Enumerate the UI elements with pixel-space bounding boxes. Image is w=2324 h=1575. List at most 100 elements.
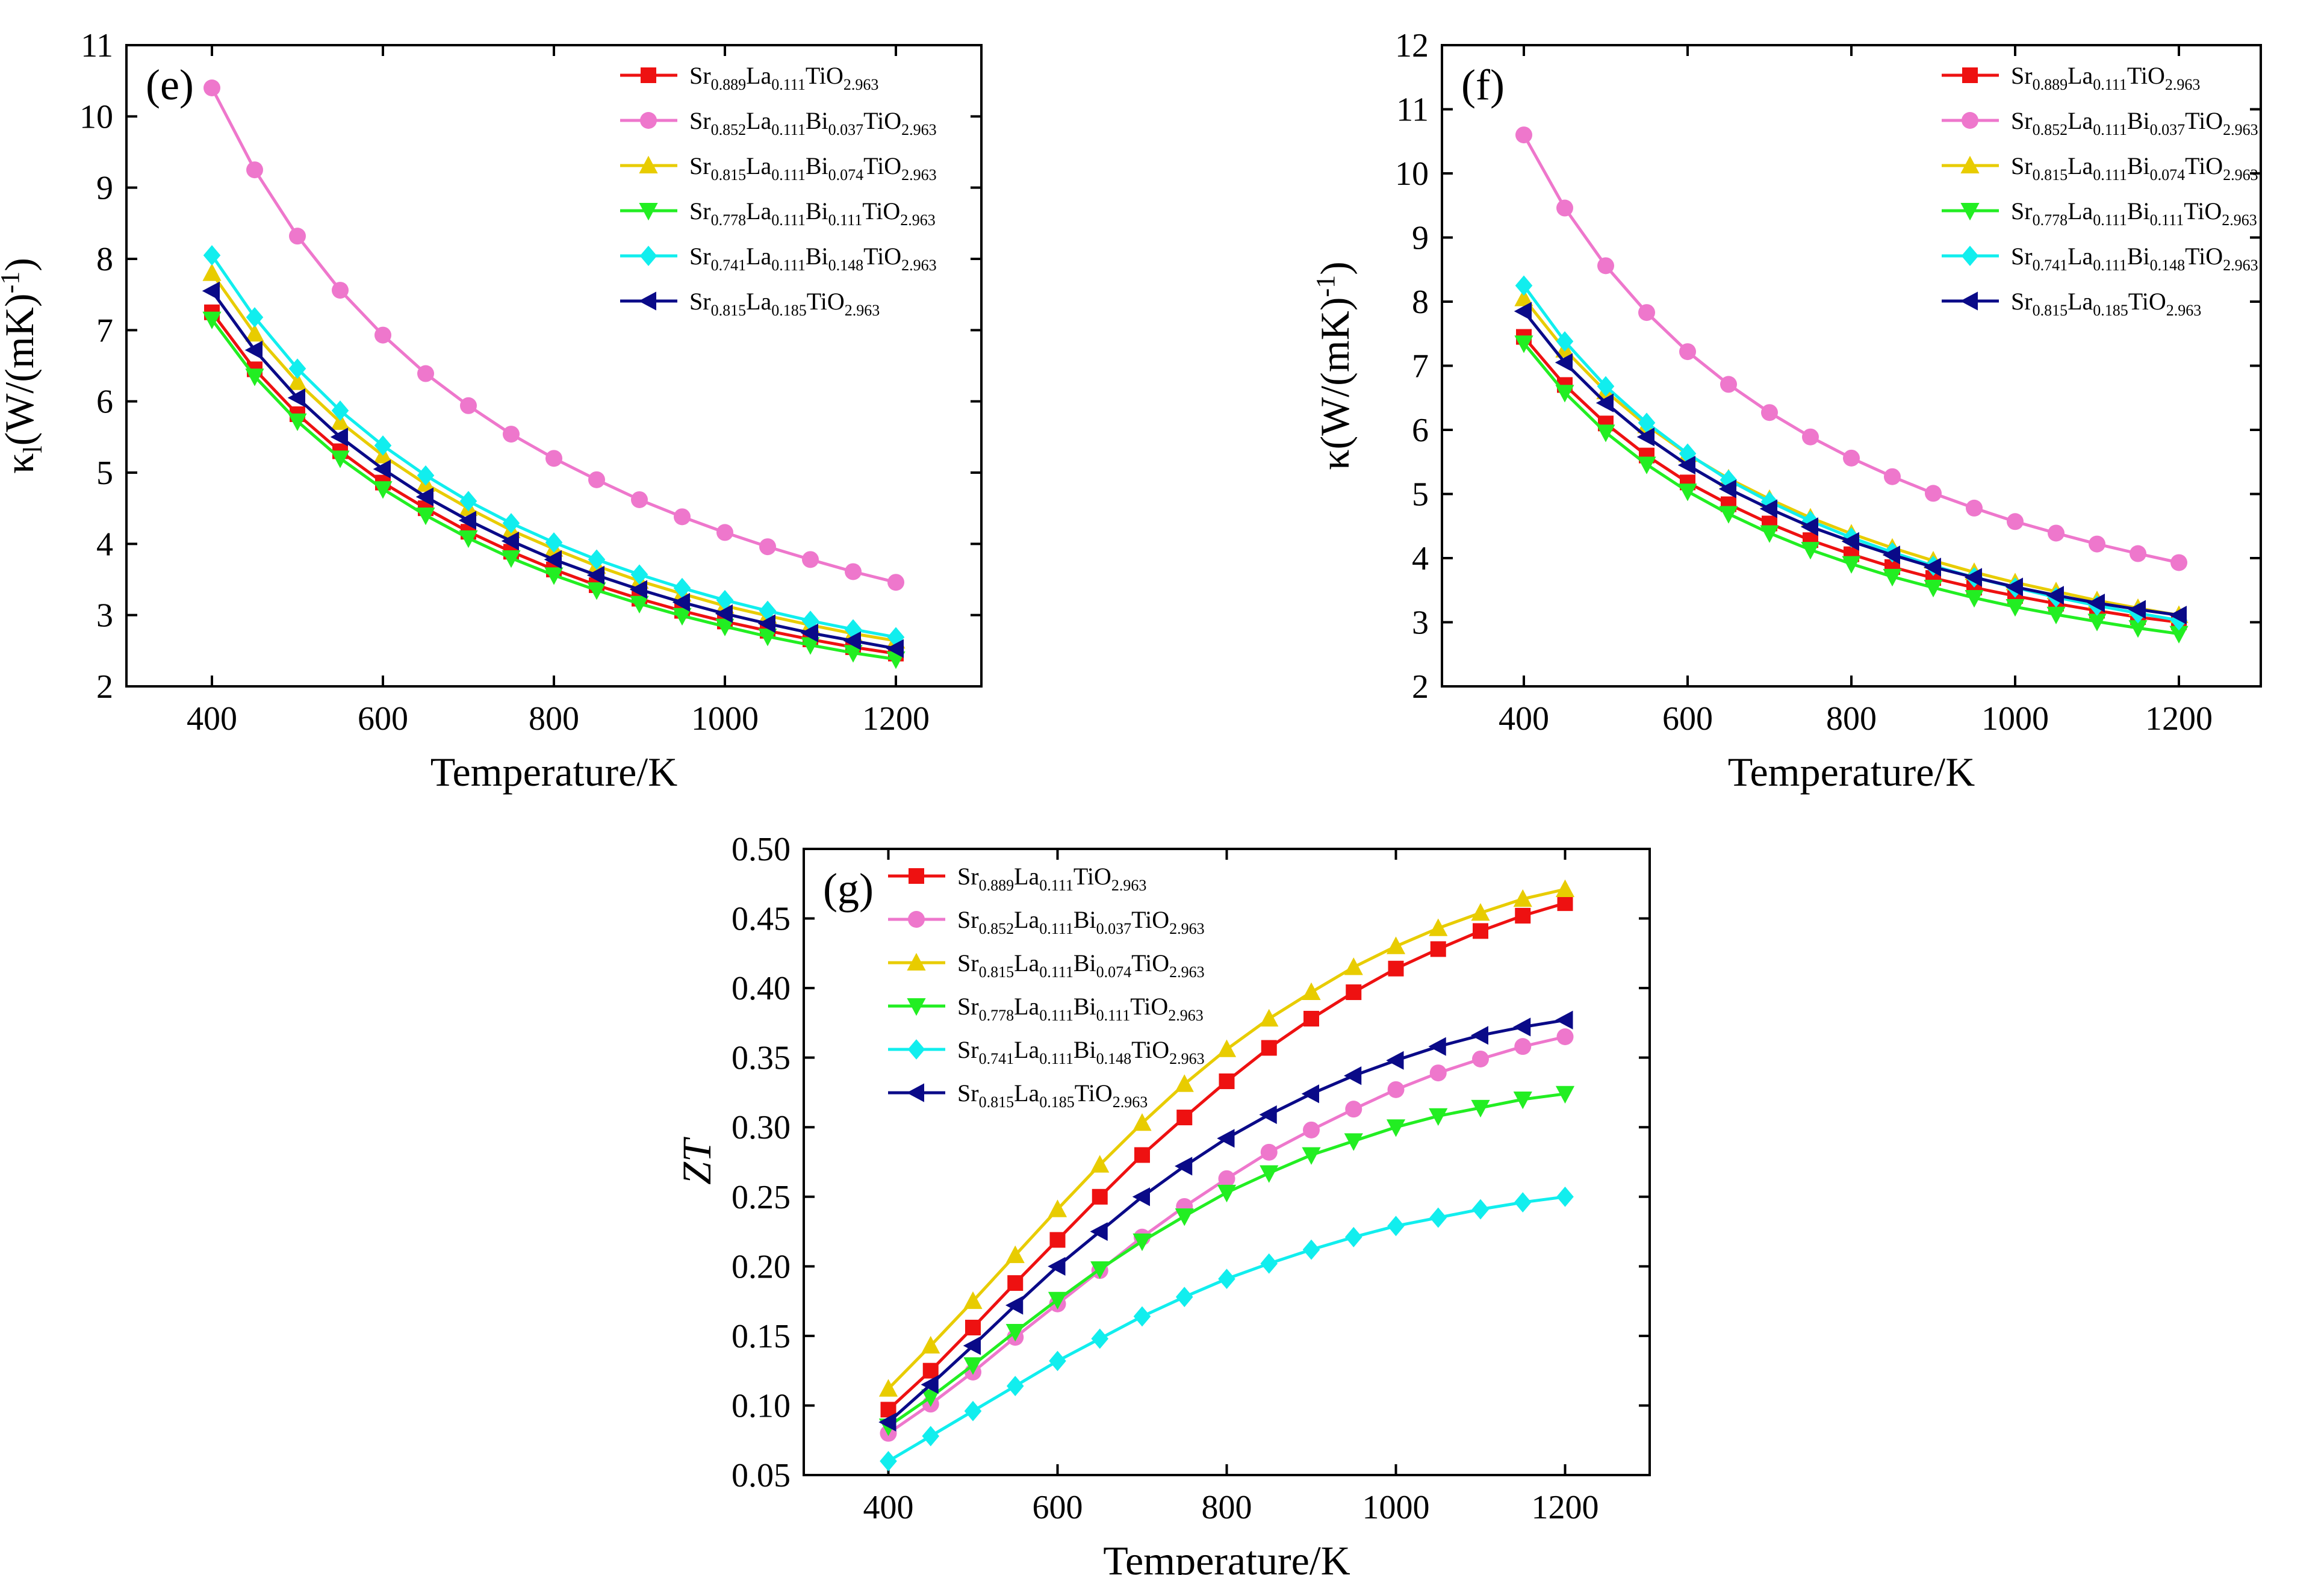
legend-label: Sr0.815​La0.111​Bi0.074​TiO2.963​ (2011, 152, 2258, 184)
x-tick-label: 400 (863, 1489, 914, 1526)
data-point (1802, 428, 1819, 446)
legend-label-subscript: 0.815 (711, 302, 747, 319)
y-tick-label: 0.40 (732, 970, 791, 1007)
x-tick-label: 400 (1499, 700, 1549, 738)
data-point (2048, 524, 2065, 542)
legend-label-element: La (1014, 863, 1039, 890)
legend-label-subscript: 0.111 (828, 211, 863, 229)
data-point (545, 532, 563, 553)
data-point (1515, 126, 1532, 144)
legend-label-element: Bi (806, 197, 828, 225)
data-point (459, 530, 478, 548)
chart-panel-1: 400 600 800 1000 1200 2 3 4 5 6 7 8 9 10 11 Temperature… (0, 27, 983, 795)
data-point (416, 508, 435, 526)
legend-label: Sr0.852​La0.111​Bi0.037​TiO2.963​ (689, 107, 937, 138)
legend-label-element: Bi (2127, 107, 2150, 134)
legend-label-element: TiO (2127, 62, 2165, 89)
data-point (1301, 1084, 1319, 1104)
data-point (800, 623, 818, 642)
data-point (1719, 506, 1738, 524)
x-tick-label: 1000 (1362, 1489, 1430, 1526)
data-point (1557, 895, 1573, 912)
data-point (631, 491, 648, 508)
legend-marker (906, 1083, 924, 1102)
legend-label-element: Sr (957, 906, 979, 933)
legend-label-element: Sr (689, 288, 711, 315)
data-point (1555, 353, 1573, 372)
data-point (204, 79, 220, 96)
data-point (1260, 1008, 1279, 1027)
legend-item: Sr0.889​La0.111​TiO2.963​ (1942, 62, 2200, 93)
legend-label-element: La (746, 107, 771, 134)
series-3 (878, 879, 1575, 1397)
data-point (1303, 1121, 1320, 1139)
legend-label-subscript: 2.963 (2222, 211, 2257, 229)
y-tick-label: 3 (96, 597, 113, 635)
data-point (245, 368, 264, 387)
data-point (1759, 499, 1777, 518)
data-point (1090, 1155, 1110, 1173)
legend-label-element: Bi (2127, 243, 2150, 270)
data-point (1800, 517, 1818, 536)
data-point (1219, 1073, 1235, 1089)
y-tick-label: 8 (96, 241, 113, 278)
data-point (1302, 982, 1321, 1001)
data-point (1048, 1257, 1066, 1276)
data-point (1555, 1086, 1575, 1104)
data-point (1555, 879, 1575, 898)
data-point (1471, 1199, 1490, 1220)
data-point (1884, 468, 1901, 485)
data-point (2005, 577, 2023, 597)
data-point (288, 372, 307, 390)
legend-label-subscript: 0.148 (828, 256, 864, 274)
data-point (1006, 1376, 1024, 1396)
data-point (716, 589, 734, 610)
data-point (1514, 302, 1532, 321)
legend-label-subscript: 0.111 (2093, 121, 2127, 138)
legend-label-subscript: 0.778 (711, 211, 747, 229)
legend-label-subscript: 0.889 (2033, 76, 2068, 93)
legend-label: Sr0.889​La0.111​TiO2.963​ (2011, 62, 2200, 93)
y-axis-title-end: ) (1312, 261, 1358, 275)
data-point (1843, 449, 1860, 467)
legend-label-subscript: 0.037 (1096, 920, 1132, 937)
legend-label-element: Sr (957, 993, 979, 1020)
x-tick-label: 800 (529, 700, 579, 738)
data-point (921, 1389, 940, 1407)
x-tick-label: 1200 (1532, 1489, 1599, 1526)
data-point (1302, 1147, 1321, 1165)
data-point (2089, 535, 2105, 553)
legend-label: Sr0.852​La0.111​Bi0.037​TiO2.963​ (2011, 107, 2258, 138)
legend-item: Sr0.778​La0.111​Bi0.111​TiO2.963​ (888, 993, 1204, 1024)
legend-label-element: La (2068, 152, 2093, 179)
legend-label-subscript: 2.963 (1169, 920, 1205, 937)
legend-label-element: TiO (1073, 863, 1111, 890)
data-point (1841, 532, 1859, 551)
legend-label-subscript: 2.963 (901, 166, 937, 184)
y-axis-title-main: (W/(mK) (0, 293, 42, 446)
y-tick-label: 0.20 (732, 1248, 791, 1285)
legend-label-subscript: 2.963 (1168, 1007, 1204, 1024)
y-tick-label: 0.45 (732, 901, 791, 938)
data-point (843, 631, 861, 650)
series-6 (878, 1010, 1573, 1432)
data-point (1175, 1287, 1193, 1308)
data-point (373, 459, 391, 479)
data-point (1596, 424, 1615, 443)
data-point (502, 550, 521, 568)
data-point (503, 426, 520, 443)
legend-label-subscript: 0.741 (979, 1050, 1014, 1067)
data-point (922, 1362, 939, 1379)
data-point (1556, 331, 1574, 352)
data-point (1471, 1099, 1490, 1118)
data-point (887, 574, 904, 591)
data-point (1175, 1157, 1193, 1176)
legend-label-element: La (2068, 197, 2093, 225)
legend-label-subscript: 2.963 (1169, 1050, 1205, 1067)
data-point (673, 607, 692, 626)
data-point (1514, 1192, 1532, 1213)
legend-label-subscript: 2.963 (2165, 76, 2201, 93)
y-tick-label: 5 (96, 455, 113, 492)
legend-label-subscript: 0.074 (2150, 166, 2186, 184)
data-point (715, 618, 735, 636)
